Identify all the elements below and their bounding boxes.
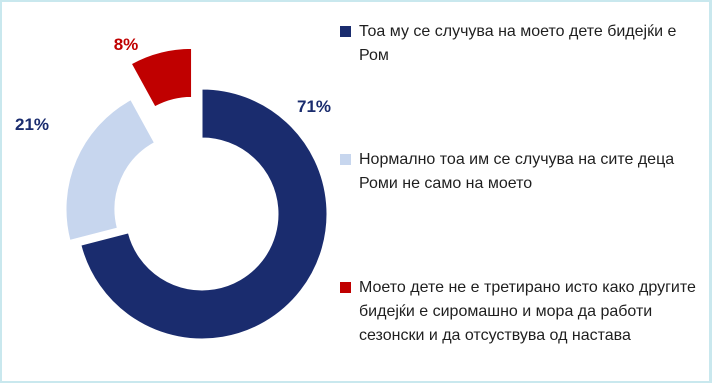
value-label-roma: 71% — [297, 97, 331, 116]
legend-label-poverty: Моето дете не е третирано исто како друг… — [359, 279, 696, 344]
slice-roma — [80, 88, 328, 340]
value-label-all-roma-children: 21% — [15, 115, 49, 134]
legend-swatch-roma — [340, 26, 351, 37]
legend-swatch-poverty — [340, 282, 351, 293]
legend-swatch-all-roma-children — [340, 154, 351, 165]
legend-item-poverty: Моето дете не е третирано исто како друг… — [340, 276, 705, 348]
value-label-poverty: 8% — [114, 35, 139, 54]
legend-item-all-roma-children: Нормално тоа им се случува на сите деца … — [340, 148, 705, 196]
slice-poverty — [130, 47, 193, 108]
legend-item-roma: Тоа му се случува на моето дете бидејќи … — [340, 20, 705, 68]
legend-label-roma: Тоа му се случува на моето дете бидејќи … — [359, 23, 677, 64]
legend-label-all-roma-children: Нормално тоа им се случува на сите деца … — [359, 151, 675, 192]
slice-all-roma-children — [65, 99, 156, 241]
